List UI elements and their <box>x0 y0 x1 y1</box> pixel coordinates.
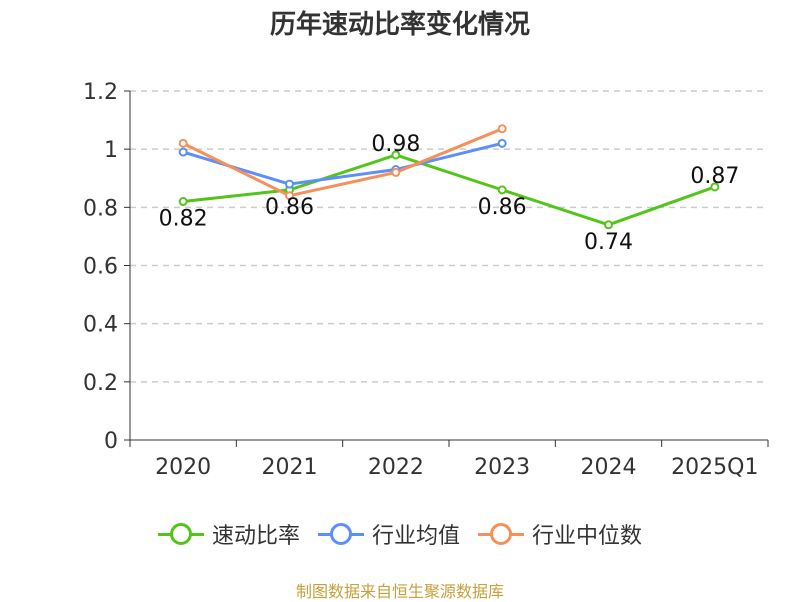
x-tick-label: 2021 <box>262 455 318 480</box>
x-tick-labels: 2020 2021 2022 2023 2024 2025Q1 <box>155 455 758 480</box>
legend-label: 速动比率 <box>211 524 300 549</box>
y-tick-label: 0.6 <box>83 255 118 280</box>
legend-label: 行业中位数 <box>532 524 643 549</box>
x-tick-label: 2025Q1 <box>671 455 758 480</box>
y-tick-label: 0.2 <box>83 371 118 396</box>
x-tick-label: 2020 <box>155 455 211 480</box>
series-points <box>178 124 720 230</box>
series-point-1 <box>497 138 507 148</box>
series-point-1 <box>178 147 188 157</box>
legend-marker-quick-ratio <box>157 523 204 545</box>
series-line-0 <box>183 153 716 227</box>
legend-item-quick-ratio[interactable]: 速动比率 <box>157 518 300 550</box>
y-tick-label: 0.8 <box>83 196 118 221</box>
series-point-1 <box>285 179 294 189</box>
series-line-2 <box>182 127 503 198</box>
series-point-0 <box>497 185 507 195</box>
data-label: 0.87 <box>690 164 739 189</box>
x-tick-label: 2022 <box>368 455 424 480</box>
y-tick-label: 1 <box>104 138 118 163</box>
y-tick-labels: 0 0.2 0.4 0.6 0.8 1 1.2 <box>83 80 118 454</box>
data-labels: 0.82 0.86 0.98 0.86 0.74 0.87 <box>159 132 740 255</box>
y-tick-label: 0 <box>104 429 118 454</box>
legend: 速动比率 行业均值 行业中位数 <box>0 518 800 550</box>
series-point-0 <box>710 182 720 192</box>
x-tick-label: 2023 <box>474 455 530 480</box>
data-label: 0.82 <box>159 207 208 232</box>
source-note: 制图数据来自恒生聚源数据库 <box>295 582 504 601</box>
series-lines <box>182 127 716 227</box>
grid-lines <box>130 90 768 383</box>
legend-marker-industry-mean <box>317 523 364 545</box>
legend-item-industry-median[interactable]: 行业中位数 <box>478 518 642 550</box>
data-label: 0.86 <box>265 195 314 220</box>
legend-marker-industry-median <box>478 523 524 545</box>
data-label: 0.74 <box>584 230 633 255</box>
data-label: 0.86 <box>478 195 527 220</box>
series-point-0 <box>391 150 401 160</box>
x-tick-label: 2024 <box>581 455 637 480</box>
series-point-2 <box>178 138 188 148</box>
legend-label: 行业均值 <box>371 524 460 549</box>
y-tick-label: 1.2 <box>83 80 118 105</box>
legend-item-industry-mean[interactable]: 行业均值 <box>317 518 460 550</box>
series-point-0 <box>604 220 613 230</box>
series-point-2 <box>285 191 294 201</box>
y-tick-label: 0.4 <box>83 313 118 338</box>
series-point-2 <box>497 124 507 134</box>
axes <box>124 90 769 447</box>
series-point-0 <box>178 197 188 207</box>
data-label: 0.98 <box>371 132 420 157</box>
chart-title: 历年速动比率变化情况 <box>269 10 530 40</box>
series-point-2 <box>391 167 401 177</box>
